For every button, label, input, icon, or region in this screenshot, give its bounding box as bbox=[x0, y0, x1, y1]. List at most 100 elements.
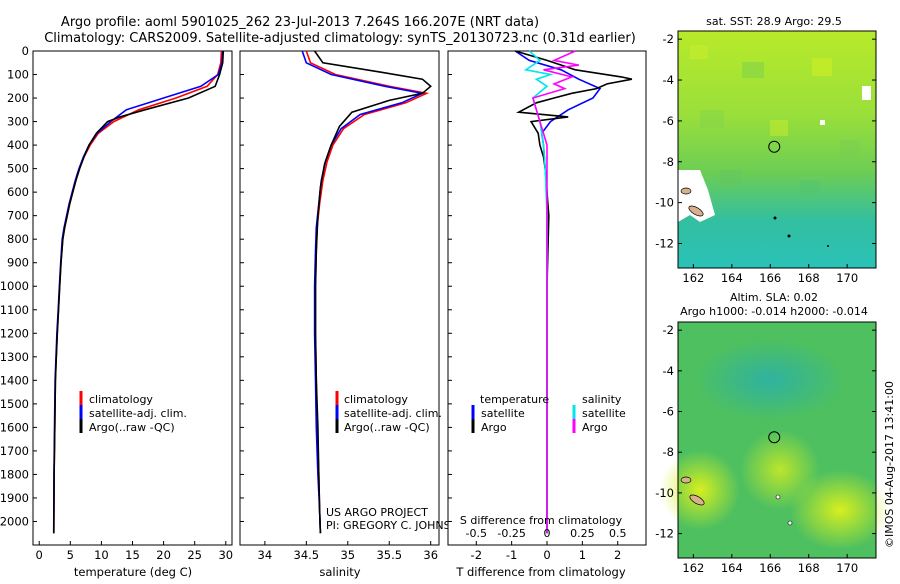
s-legend-climatology: climatology bbox=[344, 393, 408, 406]
argo-position-marker bbox=[768, 140, 781, 153]
sst-frame bbox=[677, 30, 877, 269]
sst-nodata-patch bbox=[862, 86, 871, 100]
island-icons bbox=[680, 187, 829, 247]
map-x-tick-label: 166 bbox=[759, 271, 781, 285]
y-tick-label: 1500 bbox=[0, 397, 29, 411]
sla-frame bbox=[677, 321, 877, 559]
header-line1: Argo profile: aoml 5901025_262 23-Jul-20… bbox=[61, 15, 539, 30]
s-legend-satellite: satellite-adj. clim. bbox=[344, 407, 442, 420]
map-y-tick-label: -12 bbox=[655, 527, 674, 541]
x-tick-label: 30 bbox=[218, 548, 233, 562]
sst-speckle bbox=[690, 45, 860, 194]
y-tick-label: 900 bbox=[7, 256, 29, 270]
y-tick-label: 1300 bbox=[0, 350, 29, 364]
imos-credit: ©IMOS 04-Aug-2017 13:41:00 bbox=[883, 381, 896, 548]
y-tick-label: 300 bbox=[7, 115, 29, 129]
map-x-tick-label: 164 bbox=[721, 561, 743, 575]
salinity-panel: 34 34.5 35 35.5 36 salinity climatology sate… bbox=[239, 50, 467, 579]
x-tick-label: 10 bbox=[94, 548, 109, 562]
map-y-tick-label: -8 bbox=[663, 155, 674, 169]
legend-s-satellite: satellite bbox=[582, 407, 626, 420]
legend-argo: Argo(..raw -QC) bbox=[89, 421, 175, 434]
sla-title: Altim. SLA: 0.02 bbox=[730, 291, 818, 304]
y-tick-label: 1700 bbox=[0, 444, 29, 458]
map-x-tick-label: 162 bbox=[682, 561, 704, 575]
legend-temperature-title: temperature bbox=[480, 393, 549, 406]
legend-s-argo: Argo bbox=[582, 421, 608, 434]
header-line2: Climatology: CARS2009. Satellite-adjuste… bbox=[44, 31, 636, 46]
y-tick-label: 2000 bbox=[0, 514, 29, 528]
legend-satellite: satellite-adj. clim. bbox=[89, 407, 187, 420]
x-tick-label: 1 bbox=[579, 548, 586, 562]
x-tick-label: 15 bbox=[125, 548, 140, 562]
sst-nodata-coast bbox=[678, 170, 715, 222]
s-tick-label: -0.25 bbox=[497, 527, 525, 540]
y-tick-label: 1800 bbox=[0, 467, 29, 481]
x-tick-label: 25 bbox=[187, 548, 202, 562]
sla-island-icons bbox=[680, 476, 793, 526]
pi-name: PI: GREGORY C. JOHNSON bbox=[326, 519, 467, 532]
x-tick-label: 34 bbox=[258, 548, 273, 562]
legend-climatology: climatology bbox=[89, 393, 153, 406]
s-legend-argo: Argo(..raw -QC) bbox=[344, 421, 430, 434]
map-x-tick-label: 168 bbox=[798, 271, 820, 285]
y-tick-label: 1400 bbox=[0, 373, 29, 387]
x-tick-label: 0 bbox=[36, 548, 43, 562]
legend-t-argo: Argo bbox=[481, 421, 507, 434]
map-y-tick-label: -12 bbox=[655, 236, 674, 250]
map-y-tick-label: -4 bbox=[663, 73, 674, 87]
y-tick-label: 1100 bbox=[0, 303, 29, 317]
sla-subtitle: Argo h1000: -0.014 h2000: -0.014 bbox=[680, 305, 868, 318]
sst-title: sat. SST: 28.9 Argo: 29.5 bbox=[706, 15, 842, 28]
x-tick-label: 34.5 bbox=[294, 548, 320, 562]
y-tick-label: 100 bbox=[7, 68, 29, 82]
x-tick-label: 35 bbox=[340, 548, 355, 562]
map-y-tick-label: -6 bbox=[663, 114, 674, 128]
series-s-argo bbox=[531, 50, 579, 534]
series-argo-raw-qc- bbox=[313, 50, 432, 534]
x-tick-label: 20 bbox=[156, 548, 171, 562]
s-tick-label: -0.5 bbox=[466, 527, 487, 540]
sla-blob bbox=[695, 340, 845, 420]
temperature-xlabel: temperature (deg C) bbox=[74, 565, 192, 579]
map-y-tick-label: -10 bbox=[655, 486, 674, 500]
sst-map-panel: sat. SST: 28.9 Argo: 29.5 162 164 166 168 17… bbox=[655, 15, 877, 285]
map-x-tick-label: 164 bbox=[721, 271, 743, 285]
map-y-tick-label: -4 bbox=[663, 364, 674, 378]
sst-nodata-patch bbox=[820, 120, 825, 125]
map-x-tick-label: 170 bbox=[836, 271, 858, 285]
y-tick-label: 1200 bbox=[0, 326, 29, 340]
x-tick-label: 5 bbox=[67, 548, 74, 562]
y-tick-label: 800 bbox=[7, 232, 29, 246]
s-diff-label: S difference from climatology bbox=[460, 514, 623, 527]
temperature-legend: climatology satellite-adj. clim. Argo(..… bbox=[79, 391, 187, 434]
x-tick-label: -2 bbox=[471, 548, 482, 562]
s-tick-label: 0 bbox=[544, 527, 551, 540]
sla-map-panel: Altim. SLA: 0.02 Argo h1000: -0.014 h200… bbox=[655, 291, 890, 575]
legend-t-satellite: satellite bbox=[481, 407, 525, 420]
x-tick-label: -1 bbox=[506, 548, 517, 562]
map-y-tick-label: -2 bbox=[663, 32, 674, 46]
map-y-tick-label: -8 bbox=[663, 445, 674, 459]
salinity-xlabel: salinity bbox=[319, 565, 360, 579]
y-tick-label: 0 bbox=[22, 44, 29, 58]
y-tick-label: 500 bbox=[7, 162, 29, 176]
s-tick-label: 0.5 bbox=[609, 527, 627, 540]
x-tick-label: 0 bbox=[543, 548, 550, 562]
y-tick-label: 1900 bbox=[0, 491, 29, 505]
y-tick-label: 600 bbox=[7, 185, 29, 199]
legend-salinity-title: salinity bbox=[582, 393, 622, 406]
x-tick-label: 35.5 bbox=[376, 548, 402, 562]
y-tick-label: 1000 bbox=[0, 279, 29, 293]
map-y-tick-label: -6 bbox=[663, 405, 674, 419]
sla-blob bbox=[660, 450, 740, 530]
x-tick-label: 2 bbox=[614, 548, 621, 562]
argo-position-marker bbox=[768, 431, 781, 444]
y-tick-label: 700 bbox=[7, 209, 29, 223]
project-name: US ARGO PROJECT bbox=[326, 506, 428, 519]
map-y-tick-label: -10 bbox=[655, 196, 674, 210]
salinity-frame bbox=[239, 50, 440, 546]
temperature-frame bbox=[32, 50, 233, 546]
series-argo-raw-qc- bbox=[53, 50, 225, 534]
